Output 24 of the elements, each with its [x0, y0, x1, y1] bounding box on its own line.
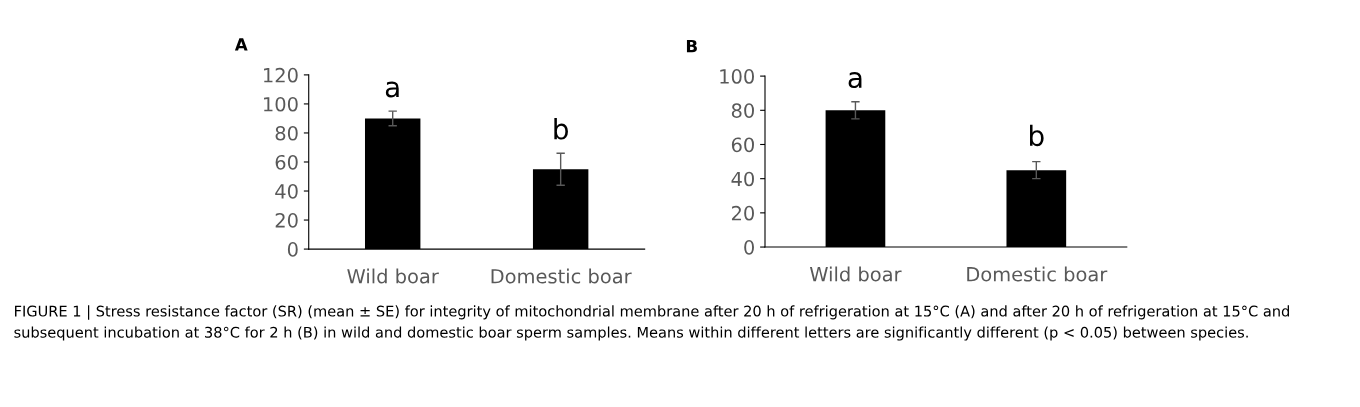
- y-tick-label: 20: [275, 213, 298, 228]
- x-tick-label: Wild boar: [809, 266, 902, 282]
- annotation: b: [1030, 124, 1044, 147]
- annotation: a: [385, 81, 399, 98]
- y-tick-label: 80: [275, 125, 298, 141]
- x-tick-label: Domestic boar: [491, 268, 632, 284]
- y-tick-label: 100: [720, 69, 754, 84]
- caption: FIGURE 1 | Stress resistance factor (SR) (mean ± SE) for integrity of mitochondrial membrane after 20 h of refrigeration at 15°C (A) and after 20 h of refrigeration at 15°C and subsequent incubation at 38°C for 2 h (B) in wild and domestic boar sperm samples. Means within different letters are significantly different (p < 0.05) between species.: [14, 305, 1289, 341]
- y-tick-label: 20: [731, 205, 754, 221]
- chart-title: A: [234, 38, 248, 51]
- y-tick-label: 100: [264, 96, 298, 112]
- y-tick-label: 120: [264, 67, 298, 83]
- annotation: a: [848, 72, 862, 89]
- y-tick-label: 40: [275, 183, 298, 199]
- y-tick-label: 0: [287, 242, 298, 257]
- x-tick-label: Wild boar: [347, 268, 439, 284]
- chart-title: B: [686, 39, 697, 53]
- y-tick-label: 0: [744, 240, 754, 255]
- y-tick-label: 60: [731, 137, 754, 153]
- y-tick-label: 60: [275, 154, 298, 170]
- y-tick-label: 40: [731, 171, 754, 187]
- y-tick-label: 80: [731, 103, 754, 118]
- annotation: b: [554, 118, 568, 140]
- x-tick-label: Domestic boar: [967, 266, 1108, 282]
